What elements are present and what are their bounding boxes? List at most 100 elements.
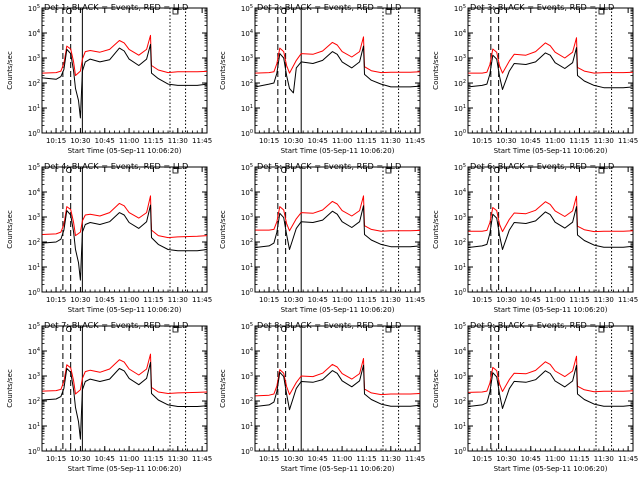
y-tick-exponent: 4: [37, 29, 40, 35]
marker-circle: [280, 8, 287, 14]
y-tick-exponent: 3: [250, 213, 253, 219]
x-axis-label: Start Time (05-Sep-11 10:06:20): [68, 306, 182, 314]
plot-frame: [41, 166, 208, 293]
y-tick-exponent: 2: [250, 79, 253, 85]
plot-frame: [41, 7, 208, 134]
lld-series-line: [42, 195, 208, 239]
y-tick-label: 102: [454, 397, 466, 406]
plot-frame: [467, 7, 634, 134]
y-tick-label: 104: [241, 29, 253, 38]
y-tick-label: 104: [28, 347, 40, 356]
x-tick-label: 10:45: [308, 455, 328, 463]
y-tick-exponent: 1: [463, 263, 466, 269]
marker-circle: [493, 8, 500, 14]
x-tick-label: 10:45: [95, 455, 115, 463]
x-tick-label: 10:45: [308, 137, 328, 145]
x-axis-label: Start Time (05-Sep-11 10:06:20): [68, 465, 182, 473]
y-tick-label: 100: [241, 447, 253, 456]
events-series-line: [468, 364, 634, 409]
y-tick-exponent: 5: [37, 322, 40, 328]
x-tick-label: 11:15: [569, 455, 589, 463]
x-tick-label: 10:30: [496, 455, 516, 463]
events-series-line: [468, 206, 634, 250]
y-tick-label: 105: [241, 4, 253, 13]
panel-title: Det 1: BLACK = Events, RED = LLD: [44, 2, 188, 12]
y-tick-exponent: 2: [463, 238, 466, 244]
marker-circle: [280, 167, 287, 173]
panel-det-7: Det 7: BLACK = Events, RED = LLD Counts/s…: [6, 320, 212, 473]
marker-square: [172, 326, 179, 333]
x-tick-label: 11:00: [545, 296, 565, 304]
y-tick-label: 103: [454, 54, 466, 63]
y-tick-label: 103: [454, 372, 466, 381]
x-tick-label: 11:15: [356, 296, 376, 304]
marker-circle: [493, 167, 500, 173]
y-axis-label: Counts/sec: [6, 369, 14, 408]
y-tick-exponent: 3: [250, 372, 253, 378]
x-tick-label: 11:30: [381, 296, 401, 304]
y-tick-label: 105: [28, 322, 40, 331]
y-tick-label: 103: [241, 54, 253, 63]
y-tick-label: 105: [28, 4, 40, 13]
x-tick-label: 11:15: [143, 455, 163, 463]
y-tick-exponent: 5: [250, 4, 253, 10]
y-tick-exponent: 3: [37, 54, 40, 60]
marker-circle: [280, 326, 287, 332]
x-tick-label: 11:30: [168, 137, 188, 145]
x-tick-label: 11:45: [405, 137, 425, 145]
x-tick-label: 10:30: [283, 455, 303, 463]
y-tick-exponent: 5: [463, 4, 466, 10]
y-tick-label: 100: [454, 129, 466, 138]
y-tick-exponent: 2: [37, 238, 40, 244]
y-tick-exponent: 3: [250, 54, 253, 60]
y-tick-label: 102: [241, 397, 253, 406]
y-tick-exponent: 3: [463, 372, 466, 378]
marker-square: [172, 167, 179, 174]
x-tick-label: 10:15: [259, 296, 279, 304]
y-tick-label: 100: [454, 288, 466, 297]
marker-circle: [65, 167, 72, 173]
x-tick-label: 11:45: [192, 455, 212, 463]
y-tick-exponent: 5: [250, 163, 253, 169]
x-axis-label: Start Time (05-Sep-11 10:06:20): [68, 147, 182, 155]
x-tick-label: 11:15: [356, 137, 376, 145]
x-tick-label: 10:15: [46, 455, 66, 463]
panel-det-2: Det 2: BLACK = Events, RED = LLD Counts/s…: [219, 2, 425, 155]
y-axis-label: Counts/sec: [432, 369, 440, 408]
marker-square: [385, 8, 392, 15]
y-tick-label: 104: [28, 29, 40, 38]
x-axis-label: Start Time (05-Sep-11 10:06:20): [281, 306, 395, 314]
y-tick-label: 104: [28, 188, 40, 197]
marker-square: [385, 167, 392, 174]
x-tick-label: 11:30: [381, 137, 401, 145]
y-tick-exponent: 0: [250, 129, 253, 135]
y-tick-exponent: 1: [250, 104, 253, 110]
x-axis-label: Start Time (05-Sep-11 10:06:20): [494, 147, 608, 155]
marker-square: [172, 8, 179, 15]
y-tick-exponent: 0: [37, 447, 40, 453]
y-tick-exponent: 1: [250, 422, 253, 428]
y-tick-label: 105: [241, 322, 253, 331]
panel-title: Det 6: BLACK = Events, RED = LLD: [470, 161, 614, 171]
plot-frame: [254, 325, 421, 452]
lld-series-line: [255, 195, 421, 232]
y-tick-label: 104: [241, 188, 253, 197]
y-tick-exponent: 2: [250, 397, 253, 403]
events-series-line: [42, 43, 208, 119]
lld-series-line: [255, 358, 421, 397]
x-tick-label: 10:30: [70, 296, 90, 304]
y-tick-exponent: 0: [463, 129, 466, 135]
x-tick-label: 10:45: [95, 137, 115, 145]
y-tick-label: 101: [28, 263, 40, 272]
y-axis-label: Counts/sec: [219, 51, 227, 90]
x-tick-label: 10:15: [472, 296, 492, 304]
y-axis-label: Counts/sec: [432, 51, 440, 90]
x-tick-label: 10:30: [70, 137, 90, 145]
y-tick-label: 104: [454, 347, 466, 356]
y-tick-exponent: 1: [37, 422, 40, 428]
y-tick-label: 103: [28, 372, 40, 381]
x-tick-label: 11:00: [119, 137, 139, 145]
panel-title: Det 2: BLACK = Events, RED = LLD: [257, 2, 401, 12]
lld-series-line: [468, 37, 634, 74]
y-tick-label: 103: [241, 372, 253, 381]
